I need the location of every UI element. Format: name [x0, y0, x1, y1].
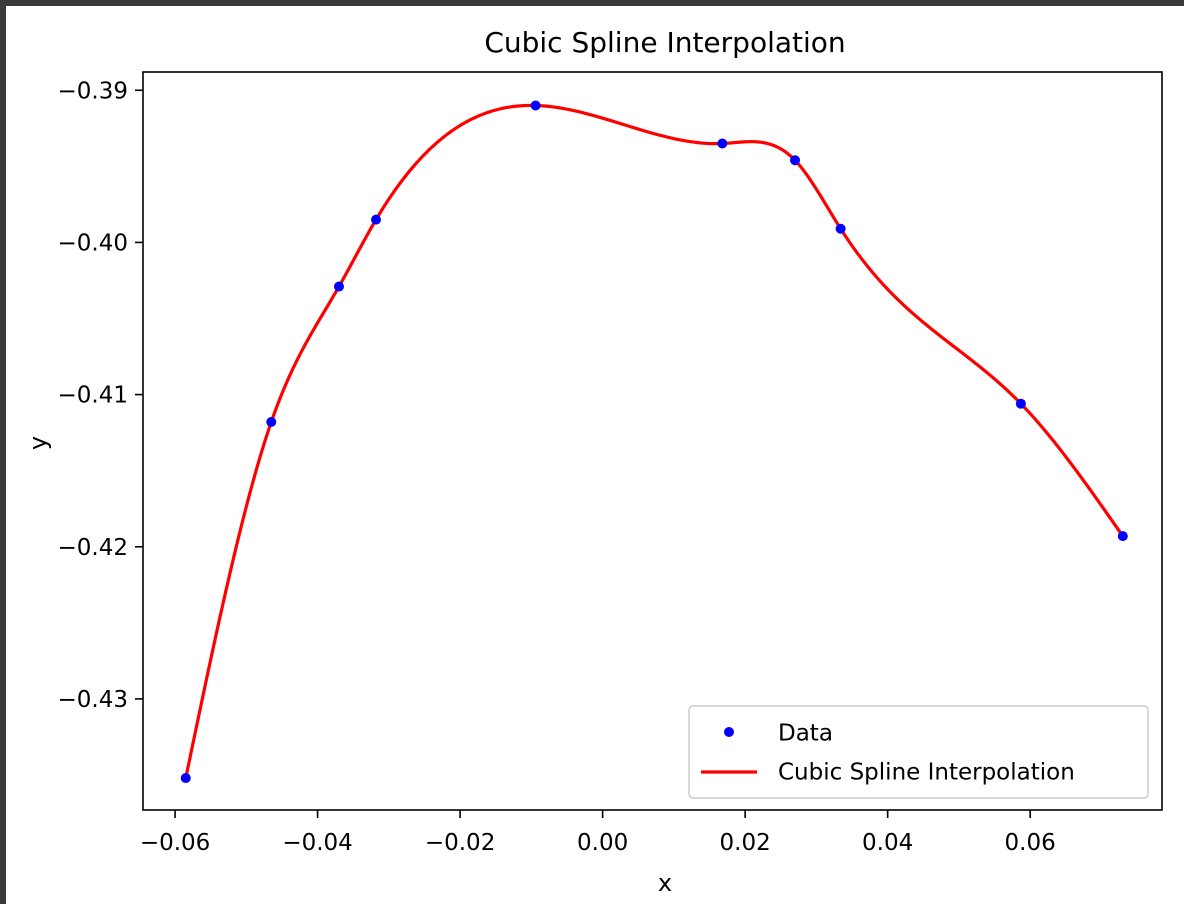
legend-label-spline: Cubic Spline Interpolation	[778, 760, 1075, 786]
chart-title: Cubic Spline Interpolation	[484, 26, 845, 59]
x-tick-label: 0.00	[577, 830, 628, 856]
legend: Data Cubic Spline Interpolation	[688, 705, 1149, 799]
data-point	[530, 100, 541, 111]
data-point	[180, 773, 191, 784]
data-point	[835, 223, 846, 234]
data-point	[790, 155, 801, 166]
figure-canvas: Cubic Spline Interpolation −0.06 −0.04 −0.…	[6, 6, 1184, 904]
chart-svg: Cubic Spline Interpolation −0.06 −0.04 −0.…	[24, 26, 1163, 897]
x-tick-label: −0.06	[140, 830, 210, 856]
x-axis-label: x	[658, 869, 672, 897]
x-tick-label: −0.04	[282, 830, 352, 856]
data-point	[266, 416, 277, 427]
data-point	[1117, 531, 1128, 542]
x-tick-label: −0.02	[425, 830, 495, 856]
plot-area	[180, 100, 1128, 784]
y-tick-label: −0.40	[58, 230, 128, 256]
axes: −0.06 −0.04 −0.02 0.00 0.02 0.04 0.06 −0.39 −0.4…	[58, 71, 1163, 856]
data-point	[717, 138, 728, 149]
legend-marker-data	[724, 727, 734, 737]
legend-label-data: Data	[778, 721, 833, 747]
data-point	[371, 214, 382, 225]
x-tick-label: 0.04	[862, 830, 913, 856]
x-tick-label: 0.06	[1005, 830, 1056, 856]
data-point	[333, 281, 344, 292]
data-point	[1015, 398, 1026, 409]
y-tick-label: −0.39	[58, 78, 128, 104]
spline-line	[184, 103, 1125, 779]
y-tick-label: −0.42	[58, 535, 128, 561]
axes-frame	[142, 71, 1163, 811]
legend-box	[688, 705, 1149, 799]
y-tick-label: −0.43	[58, 687, 128, 713]
x-tick-label: 0.02	[720, 830, 771, 856]
y-axis-label: y	[24, 436, 52, 450]
y-tick-label: −0.41	[58, 383, 128, 409]
